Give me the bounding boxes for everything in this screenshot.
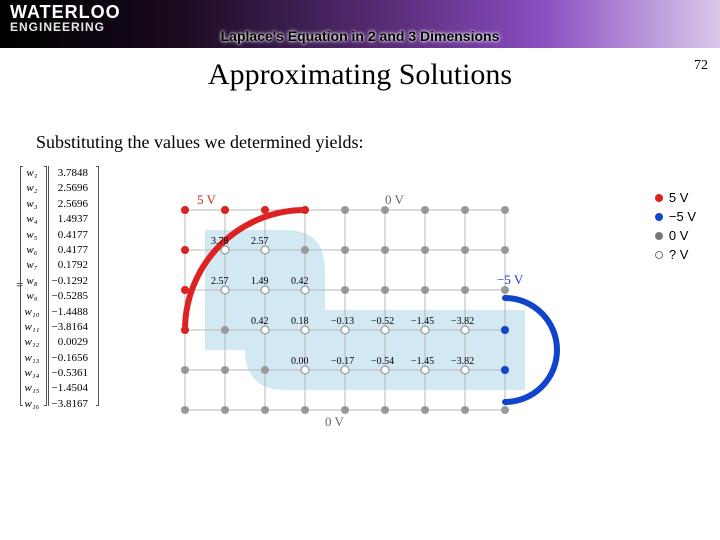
svg-text:−0.17: −0.17 — [331, 356, 354, 367]
svg-text:−0.54: −0.54 — [371, 356, 394, 367]
vector-label: w₈ — [20, 274, 44, 289]
legend-label: −5 V — [669, 209, 696, 224]
subheading: Substituting the values we determined yi… — [36, 132, 363, 153]
diagram-svg: 5 V 0 V −5 V 0 V 3.78 2.57 2.57 1.49 0.42 0.42 0.1… — [150, 190, 560, 430]
vector-label: w₁₁ — [20, 320, 44, 335]
vector-label: w₂ — [20, 181, 44, 196]
vector-label: w₇ — [20, 258, 44, 273]
svg-text:2.57: 2.57 — [211, 276, 229, 287]
vector-label: w₆ — [20, 243, 44, 258]
svg-text:−0.13: −0.13 — [331, 316, 354, 327]
svg-text:5 V: 5 V — [197, 192, 217, 207]
vector-label: w₁₆ — [20, 397, 44, 412]
vector-label: w₁₃ — [20, 351, 44, 366]
svg-text:−1.45: −1.45 — [411, 316, 434, 327]
grid-diagram: 5 V 0 V −5 V 0 V 3.78 2.57 2.57 1.49 0.42 0.42 0.1… — [150, 190, 560, 430]
svg-text:−3.82: −3.82 — [451, 356, 474, 367]
svg-text:0.18: 0.18 — [291, 316, 309, 327]
page-title: Approximating Solutions — [0, 58, 720, 92]
banner-subtitle: Laplace's Equation in 2 and 3 Dimensions — [0, 28, 720, 44]
legend-label: ? V — [669, 247, 689, 262]
legend-label: 0 V — [669, 228, 689, 243]
svg-text:1.49: 1.49 — [251, 276, 269, 287]
result-vector: = w₁3.7848w₂2.5696w₃2.5696w₄1.4937w₅0.41… — [20, 166, 90, 412]
vector-label: w₅ — [20, 228, 44, 243]
svg-text:0.42: 0.42 — [291, 276, 309, 287]
svg-text:0.42: 0.42 — [251, 316, 269, 327]
logo-top: WATERLOO — [10, 3, 121, 21]
svg-text:3.78: 3.78 — [211, 236, 229, 247]
vector-label: w₉ — [20, 289, 44, 304]
svg-text:−3.82: −3.82 — [451, 316, 474, 327]
vector-label: w₁ — [20, 166, 44, 181]
banner: WATERLOO ENGINEERING Laplace's Equation … — [0, 0, 720, 48]
legend-label: 5 V — [669, 190, 689, 205]
vector-label: w₁₅ — [20, 381, 44, 396]
svg-text:2.57: 2.57 — [251, 236, 269, 247]
svg-text:−0.52: −0.52 — [371, 316, 394, 327]
page-number: 72 — [694, 58, 708, 74]
svg-text:−5 V: −5 V — [497, 272, 524, 287]
vector-label: w₃ — [20, 197, 44, 212]
svg-text:0 V: 0 V — [385, 192, 405, 207]
svg-text:−1.45: −1.45 — [411, 356, 434, 367]
svg-text:0.00: 0.00 — [291, 356, 309, 367]
svg-text:0 V: 0 V — [325, 414, 345, 429]
vector-label: w₁₄ — [20, 366, 44, 381]
vector-label: w₄ — [20, 212, 44, 227]
vector-label: w₁₀ — [20, 305, 44, 320]
legend: 5 V −5 V 0 V ? V — [655, 190, 696, 266]
vector-label: w₁₂ — [20, 335, 44, 350]
